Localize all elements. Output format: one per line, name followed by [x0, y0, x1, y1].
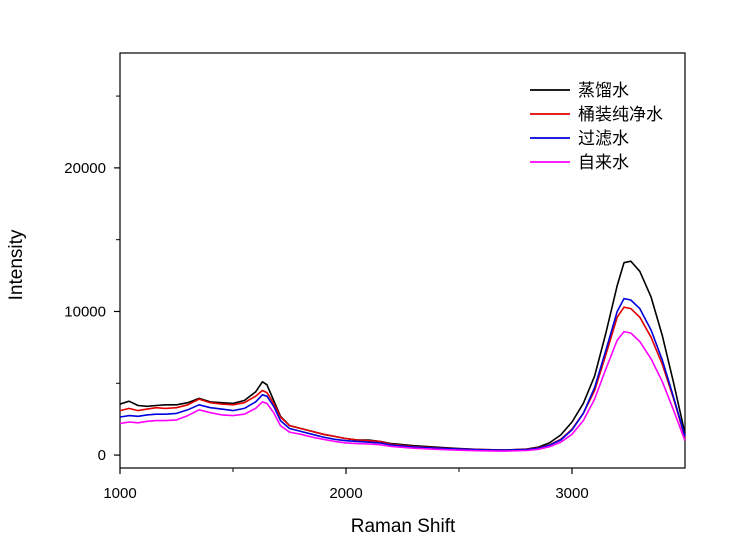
axis-ticks — [114, 95, 573, 474]
series-line — [119, 306, 686, 451]
x-axis-title: Raman Shift — [351, 516, 456, 537]
legend-label: 桶装纯净水 — [578, 105, 663, 125]
legend-label: 蒸馏水 — [578, 81, 629, 101]
plot-frame — [119, 52, 686, 469]
y-tick-label: 0 — [98, 447, 106, 464]
x-tick-label: 3000 — [555, 485, 588, 502]
y-axis-title: Intensity — [6, 229, 27, 300]
axis-tick-labels: 1000 2000 3000 0 10000 20000 — [64, 160, 588, 502]
series-line — [119, 297, 686, 452]
legend-label: 过滤水 — [578, 129, 629, 149]
series-line — [119, 330, 686, 452]
y-tick-label: 20000 — [64, 160, 106, 177]
legend-label: 自来水 — [578, 153, 629, 173]
series-line — [119, 260, 686, 451]
y-tick-label: 10000 — [64, 303, 106, 320]
series-lines — [119, 260, 686, 452]
x-tick-label: 2000 — [329, 485, 362, 502]
x-tick-label: 1000 — [103, 485, 136, 502]
